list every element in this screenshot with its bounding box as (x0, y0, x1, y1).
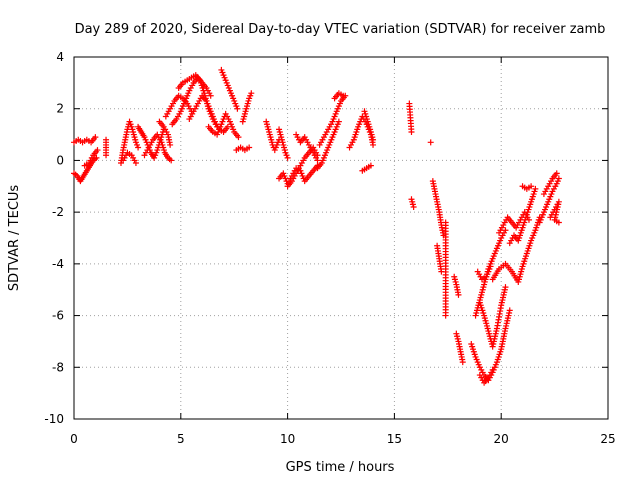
data-points (71, 66, 562, 386)
data-point (103, 152, 110, 159)
data-point (367, 162, 374, 169)
data-point (234, 105, 241, 112)
data-point (487, 263, 494, 270)
plot-frame (73, 56, 609, 420)
y-tick-label: 0 (56, 153, 64, 167)
data-point (94, 147, 101, 154)
chart-title: Day 289 of 2020, Sidereal Day-to-day VTE… (75, 22, 606, 37)
x-tick-label: 15 (387, 432, 402, 446)
x-tick-label: 10 (280, 432, 295, 446)
data-point (132, 160, 139, 167)
grid (74, 57, 608, 419)
data-point (335, 118, 342, 125)
y-tick-label: -10 (44, 412, 64, 426)
data-point (235, 134, 242, 141)
data-point (248, 90, 255, 97)
axis-ticks (73, 56, 609, 420)
data-point (459, 359, 466, 366)
data-point (370, 136, 377, 143)
data-point (340, 92, 347, 99)
x-tick-labels: 0 5 10 15 20 25 (70, 432, 615, 446)
data-point (532, 185, 539, 192)
y-tick-label: -4 (52, 257, 64, 271)
y-tick-labels: -10 -8 -6 -4 -2 0 2 4 (44, 50, 64, 426)
data-point (502, 284, 509, 291)
data-point (553, 170, 560, 177)
data-point (410, 203, 417, 210)
y-tick-label: -6 (52, 309, 64, 323)
data-point (246, 144, 253, 151)
data-point (489, 366, 496, 373)
data-point (370, 141, 377, 148)
data-point (506, 307, 513, 314)
x-tick-label: 0 (70, 432, 78, 446)
y-tick-label: 2 (56, 102, 64, 116)
y-tick-label: -2 (52, 205, 64, 219)
data-point (455, 291, 462, 298)
y-tick-label: 4 (56, 50, 64, 64)
data-point (167, 141, 174, 148)
data-point (135, 144, 142, 151)
y-axis-label: SDTVAR / TECUs (7, 185, 22, 292)
data-point (168, 157, 175, 164)
data-point (528, 183, 535, 190)
x-tick-label: 20 (494, 432, 509, 446)
data-point (555, 219, 562, 226)
data-point (284, 154, 291, 161)
data-point (555, 175, 562, 182)
data-point (314, 157, 321, 164)
data-point (442, 312, 449, 319)
x-tick-label: 25 (600, 432, 615, 446)
data-point (427, 139, 434, 146)
data-point (92, 134, 99, 141)
data-point (207, 92, 214, 99)
data-point (408, 128, 415, 135)
x-axis-label: GPS time / hours (286, 460, 395, 475)
x-tick-label: 5 (177, 432, 185, 446)
y-tick-label: -8 (52, 360, 64, 374)
